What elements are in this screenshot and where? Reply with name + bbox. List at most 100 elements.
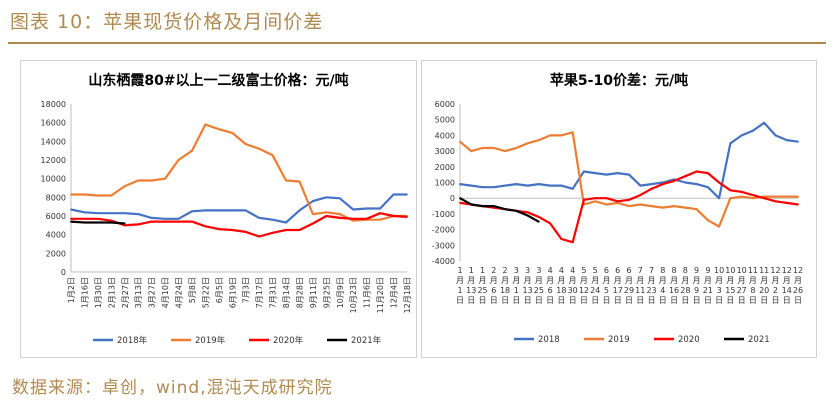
left-x-tick-label-9: 5月8日 bbox=[188, 277, 197, 303]
right-series-1-point-8 bbox=[549, 134, 552, 137]
left-series-2-point-17 bbox=[298, 229, 301, 231]
left-series-1-point-15 bbox=[271, 154, 274, 157]
right-series-0-point-13 bbox=[605, 173, 608, 176]
right-series-0-point-22 bbox=[706, 186, 709, 189]
right-x-tick-label-2: 1 月 25 日 bbox=[477, 266, 487, 305]
left-series-3-point-1 bbox=[83, 221, 86, 224]
right-series-2-point-17 bbox=[650, 187, 653, 190]
right-x-tick-label-14: 6 月 17 日 bbox=[613, 266, 623, 305]
right-series-1-point-23 bbox=[718, 225, 721, 228]
left-series-3-point-4 bbox=[123, 222, 126, 225]
right-x-tick-label-7: 3 月 25 日 bbox=[534, 266, 544, 305]
left-series-0-point-2 bbox=[96, 212, 99, 215]
left-series-2-point-4 bbox=[123, 224, 126, 227]
left-series-2-point-12 bbox=[231, 229, 234, 231]
right-y-tick-label-5: 1000 bbox=[435, 179, 455, 188]
right-series-1-point-26 bbox=[752, 197, 754, 200]
left-series-1-point-18 bbox=[312, 213, 314, 216]
right-series-1-point-4 bbox=[504, 150, 506, 152]
right-series-2-point-28 bbox=[774, 200, 777, 203]
right-y-tick-label-9: 5000 bbox=[435, 116, 455, 125]
right-series-1-point-17 bbox=[650, 205, 653, 207]
left-y-tick-label-3: 6000 bbox=[46, 212, 66, 221]
right-series-1-point-1 bbox=[470, 150, 473, 152]
right-series-2-point-27 bbox=[763, 197, 766, 200]
left-x-tick-label-5: 3月13日 bbox=[134, 277, 143, 308]
right-series-1-point-18 bbox=[661, 206, 664, 209]
left-series-1-point-4 bbox=[123, 185, 126, 188]
right-series-0-point-30 bbox=[797, 140, 799, 143]
right-series-0-point-9 bbox=[560, 184, 563, 187]
right-series-1-point-22 bbox=[706, 219, 709, 222]
left-series-2-point-6 bbox=[150, 220, 153, 223]
left-x-tick-label-18: 9月11日 bbox=[309, 277, 318, 308]
right-series-2-point-22 bbox=[706, 172, 709, 174]
right-series-2-point-14 bbox=[616, 200, 619, 203]
left-series-2-point-25 bbox=[406, 216, 408, 218]
left-x-tick-label-24: 12月4日 bbox=[390, 277, 399, 308]
right-y-tick-label-7: 3000 bbox=[435, 147, 455, 156]
right-x-tick-label-12: 5 月 24 日 bbox=[590, 266, 600, 305]
left-series-2-point-21 bbox=[352, 217, 355, 220]
right-series-3-line bbox=[459, 197, 540, 223]
left-series-0-point-17 bbox=[298, 209, 301, 212]
left-x-tick-label-3: 2月13日 bbox=[107, 277, 116, 308]
right-series-0-line bbox=[459, 121, 799, 200]
left-series-2-point-15 bbox=[271, 231, 274, 234]
left-series-0-point-12 bbox=[231, 209, 234, 212]
right-y-tick-label-1: -3000 bbox=[432, 241, 455, 250]
left-y-tick-label-1: 2000 bbox=[46, 249, 66, 258]
right-y-tick-label-4: 0 bbox=[450, 194, 455, 203]
left-series-2-point-13 bbox=[244, 230, 247, 233]
left-x-tick-label-7: 4月10日 bbox=[161, 277, 170, 308]
right-series-1-point-25 bbox=[740, 195, 743, 198]
left-series-1-point-6 bbox=[150, 179, 153, 182]
right-series-2-point-7 bbox=[537, 216, 540, 218]
left-series-1-point-7 bbox=[164, 177, 166, 180]
left-series-1-point-17 bbox=[298, 180, 301, 183]
right-series-3-point-6 bbox=[526, 214, 529, 217]
right-series-2-point-21 bbox=[695, 170, 698, 173]
left-y-tick-label-9: 18000 bbox=[41, 100, 66, 109]
left-series-1-point-11 bbox=[217, 128, 220, 131]
right-x-tick-label-4: 2 月 18 日 bbox=[500, 266, 510, 305]
right-x-tick-label-10: 4 月 30 日 bbox=[568, 266, 578, 305]
left-series-2-point-2 bbox=[96, 217, 99, 220]
right-series-1-line bbox=[459, 131, 798, 228]
left-x-tick-label-20: 10月9日 bbox=[336, 277, 345, 308]
right-x-tick-label-11: 5 月 12 日 bbox=[579, 266, 589, 305]
left-series-2-point-0 bbox=[70, 217, 72, 220]
right-series-0-point-29 bbox=[785, 139, 788, 142]
right-series-1-point-7 bbox=[537, 139, 540, 142]
left-x-tick-label-4: 2月27日 bbox=[121, 277, 130, 308]
left-series-1-point-2 bbox=[96, 194, 99, 197]
right-series-2-point-8 bbox=[549, 222, 552, 225]
left-legend-label-2: 2020年 bbox=[273, 335, 304, 346]
left-series-1-point-12 bbox=[231, 132, 234, 134]
right-series-2-point-20 bbox=[684, 175, 687, 178]
right-series-2-point-6 bbox=[526, 211, 529, 214]
left-x-tick-label-16: 8月14日 bbox=[282, 277, 291, 308]
right-x-tick-label-25: 10 月 27 日 bbox=[737, 266, 747, 305]
left-series-0-point-18 bbox=[312, 200, 314, 202]
left-series-3-point-0 bbox=[70, 220, 72, 223]
left-x-tick-label-10: 5月22日 bbox=[201, 277, 210, 308]
left-series-0-point-15 bbox=[271, 218, 274, 221]
left-x-tick-label-0: 1月2日 bbox=[67, 277, 76, 303]
right-x-tick-label-22: 9 月 21 日 bbox=[703, 266, 713, 305]
left-series-0-point-23 bbox=[379, 207, 382, 210]
left-series-2-point-23 bbox=[379, 212, 382, 215]
right-x-tick-label-15: 6 月 29 日 bbox=[624, 266, 634, 305]
right-series-1-point-29 bbox=[785, 195, 788, 198]
left-series-1-point-0 bbox=[70, 193, 72, 196]
right-series-0-point-15 bbox=[628, 173, 630, 176]
right-series-3-point-0 bbox=[459, 197, 461, 200]
right-series-3-point-5 bbox=[515, 209, 518, 212]
right-series-3-point-3 bbox=[492, 205, 495, 207]
left-series-2-point-11 bbox=[217, 228, 220, 230]
right-series-0-point-11 bbox=[583, 170, 585, 173]
right-series-1-point-13 bbox=[605, 203, 608, 206]
right-series-0-point-8 bbox=[549, 184, 552, 187]
